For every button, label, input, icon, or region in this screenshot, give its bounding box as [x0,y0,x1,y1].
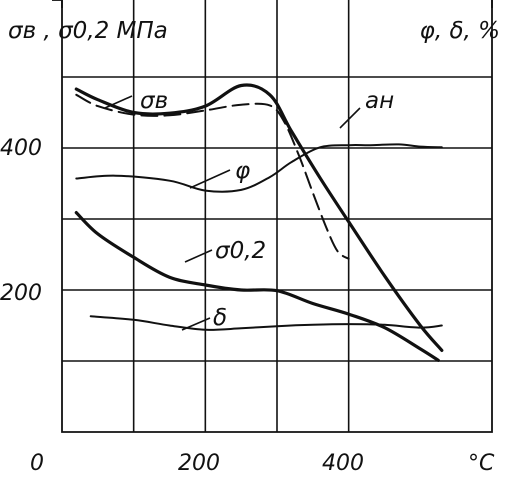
series-line-sigma-b [74,83,444,352]
label-leader [181,317,211,331]
left-axis-label: σв , σ0,2 МПа [8,18,168,44]
y-tick-label: 400 [0,136,42,161]
x-tick-label: 200 [178,451,220,472]
x-tick-label: 400 [322,451,364,472]
label-leader [184,249,213,263]
x-tick-label: 0 [30,451,44,472]
right-axis-label: φ, δ, % [420,18,500,44]
series-label: aн [365,88,394,114]
label-leader [189,169,231,189]
label-leader [104,95,133,109]
text-layer: σв , σ0,2 МПа φ, δ, % °C 400 200 0 200 4… [0,18,500,476]
series-label: σв [140,88,168,114]
series-line-sigma-02 [74,211,440,362]
grid [52,0,493,433]
y-tick-label: 200 [0,281,42,306]
series-label: σ0,2 [215,238,266,264]
series-line-delta [89,315,443,331]
series-label: φ [235,158,250,184]
series-line-a-n [75,93,350,260]
series-line-phi [75,143,443,193]
series-label: δ [213,305,227,331]
series-layer [74,83,444,362]
label-leader [339,107,361,129]
x-unit-label: °C [468,451,495,472]
